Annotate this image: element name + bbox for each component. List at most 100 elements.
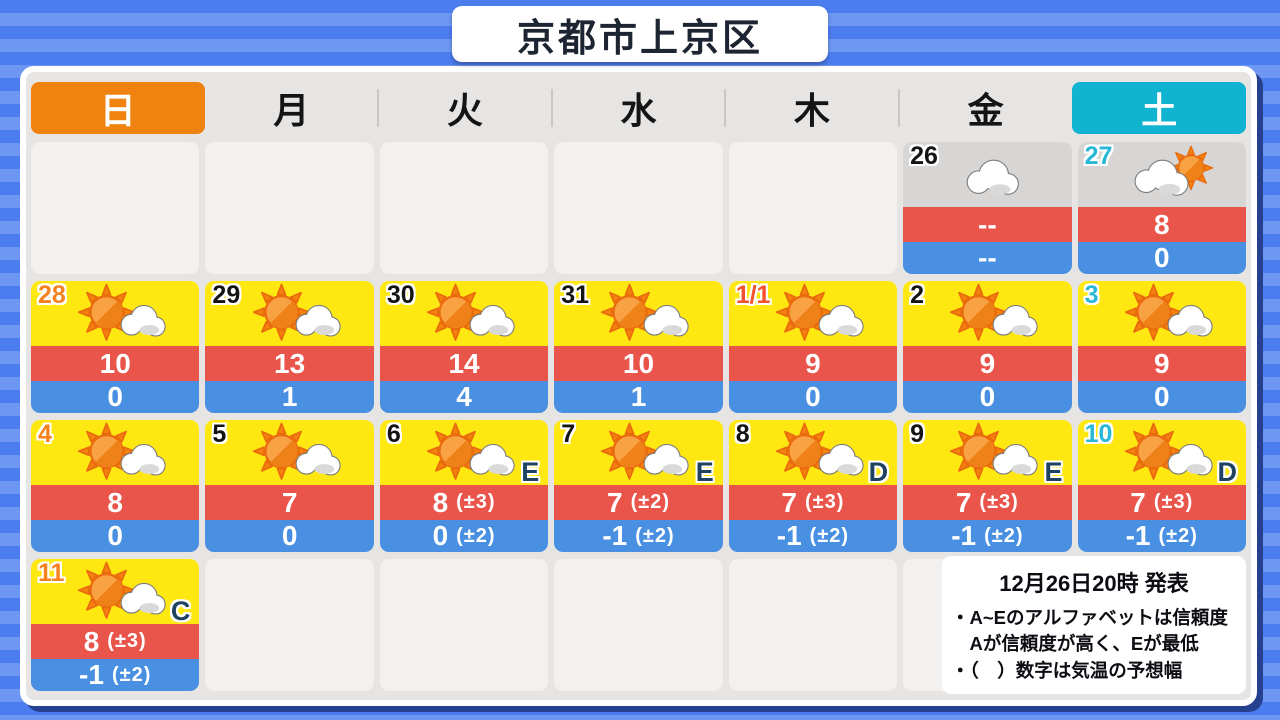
sun-cloud-icon	[69, 283, 169, 345]
sun-cloud-icon	[69, 561, 169, 623]
forecast-cell-day-10: 10 D 7 (±3) -1 (±2)	[1077, 420, 1246, 552]
day-number: 8	[735, 420, 750, 448]
weekday-header-火: 火	[377, 82, 552, 134]
high-temp-bar: 7 (±3)	[903, 485, 1072, 520]
low-temp-value: 0	[107, 520, 123, 551]
high-temp-bar: 8	[31, 485, 200, 520]
high-temp-range: (±3)	[1153, 491, 1194, 513]
high-temp-bar: 7	[205, 485, 374, 520]
weekday-header-土: 土	[1072, 82, 1246, 134]
notice-line: ・（ ）数字は気温の予想幅	[951, 659, 1183, 681]
weather-icon-area: 30	[379, 281, 549, 346]
weather-icon-area: 4	[31, 420, 200, 485]
high-temp-bar: 7 (±3)	[1077, 485, 1246, 520]
low-temp-value: 0	[805, 381, 821, 412]
high-temp-bar: 14	[379, 346, 549, 381]
high-temp-value: 8	[83, 625, 100, 657]
sun-cloud-icon	[244, 283, 344, 345]
weekday-header-水: 水	[550, 82, 726, 134]
sun-cloud-icon	[767, 283, 867, 345]
low-temp-range: (±2)	[984, 524, 1024, 547]
low-temp-bar: 0	[31, 520, 200, 552]
low-temp-bar: 0 (±2)	[379, 520, 549, 552]
low-temp-value: -1	[1125, 520, 1151, 551]
forecast-cell-day-30: 30 14 4	[379, 281, 549, 413]
low-temp-bar: 0	[1077, 381, 1246, 413]
high-temp-bar: 8 (±3)	[31, 624, 200, 659]
low-temp-bar: 0	[1077, 242, 1246, 274]
low-temp-bar: 0	[903, 381, 1072, 413]
weather-icon-area: 3	[1077, 281, 1246, 346]
low-temp-bar: 1	[205, 381, 374, 413]
forecast-cell-day-29: 29 13 1	[205, 281, 374, 413]
low-temp-bar: 0	[205, 520, 374, 552]
low-temp-value: 0	[979, 381, 996, 412]
empty-cell	[554, 142, 723, 274]
weather-icon-area: 31	[554, 281, 723, 346]
day-number: 26	[910, 142, 938, 170]
weather-calendar-panel: 日月火水木金土 26 -- -- 27 8 0 28 10 0 29 13 1 30 14 4 31 10 1 1/…	[20, 66, 1257, 706]
low-temp-bar: -1 (±2)	[31, 659, 200, 691]
high-temp-value: 9	[1153, 347, 1170, 379]
weather-icon-area: 1/1	[728, 281, 898, 346]
weekday-header: 日 月 火水木金土	[31, 82, 1246, 134]
sun-cloud-icon	[592, 422, 692, 484]
high-temp-range: (±3)	[979, 491, 1019, 513]
day-number: 11	[38, 559, 65, 587]
low-temp-bar: 0	[31, 381, 200, 413]
high-temp-value: 10	[622, 347, 655, 379]
low-temp-value: 4	[456, 381, 472, 412]
low-temp-bar: -1 (±2)	[1077, 520, 1246, 552]
high-temp-range: (±2)	[630, 491, 670, 513]
day-number: 31	[561, 281, 590, 309]
forecast-cell-day-8: 8 D 7 (±3) -1 (±2)	[728, 420, 898, 552]
low-temp-bar: 4	[379, 381, 549, 413]
forecast-cell-day-11: 11 C 8 (±3) -1 (±2)	[31, 559, 200, 691]
empty-cell	[554, 559, 723, 691]
low-temp-bar: -1 (±2)	[728, 520, 898, 552]
low-temp-range: (±2)	[635, 524, 675, 547]
high-temp-range: (±3)	[107, 630, 147, 652]
high-temp-bar: 8 (±3)	[379, 485, 549, 520]
empty-cell	[31, 142, 200, 274]
day-number: 3	[1084, 281, 1099, 309]
forecast-cell-day-7: 7 E 7 (±2) -1 (±2)	[554, 420, 723, 552]
low-temp-value: 0	[281, 520, 298, 551]
weekday-header-月: 月	[273, 90, 310, 131]
calendar-row-1: 26 -- -- 27 8 0	[31, 142, 1246, 274]
high-temp-bar: 9	[728, 346, 898, 381]
weekday-header-日: 日	[31, 82, 205, 134]
weather-icon-area: 28	[31, 281, 200, 346]
day-number: 6	[386, 420, 401, 448]
confidence-label: E	[695, 457, 714, 487]
low-temp-bar: 1	[554, 381, 723, 413]
empty-cell	[728, 142, 898, 274]
high-temp-value: 7	[955, 486, 972, 518]
low-temp-value: -1	[79, 659, 104, 690]
sun-cloud-icon	[767, 422, 867, 484]
day-number: 10	[1084, 420, 1113, 448]
high-temp-bar: 7 (±2)	[554, 485, 723, 520]
low-temp-value: -1	[951, 520, 977, 551]
confidence-label: D	[868, 457, 889, 487]
day-number: 2	[910, 281, 925, 309]
sun-cloud-icon	[592, 283, 692, 345]
sun-cloud-icon	[941, 422, 1041, 484]
day-number: 4	[38, 420, 52, 448]
low-temp-bar: -1 (±2)	[554, 520, 723, 552]
high-temp-bar: 10	[554, 346, 723, 381]
day-number: 27	[1084, 142, 1113, 170]
sun-cloud-icon	[244, 422, 344, 484]
sun-cloud-icon	[69, 422, 169, 484]
weather-icon-area: 27	[1077, 142, 1246, 207]
sun-cloud-icon	[1116, 283, 1216, 345]
high-temp-value: 13	[274, 347, 306, 379]
day-number: 9	[910, 420, 925, 448]
day-number: 29	[212, 281, 241, 309]
low-temp-value: 1	[630, 381, 647, 412]
day-number: 5	[212, 420, 227, 448]
